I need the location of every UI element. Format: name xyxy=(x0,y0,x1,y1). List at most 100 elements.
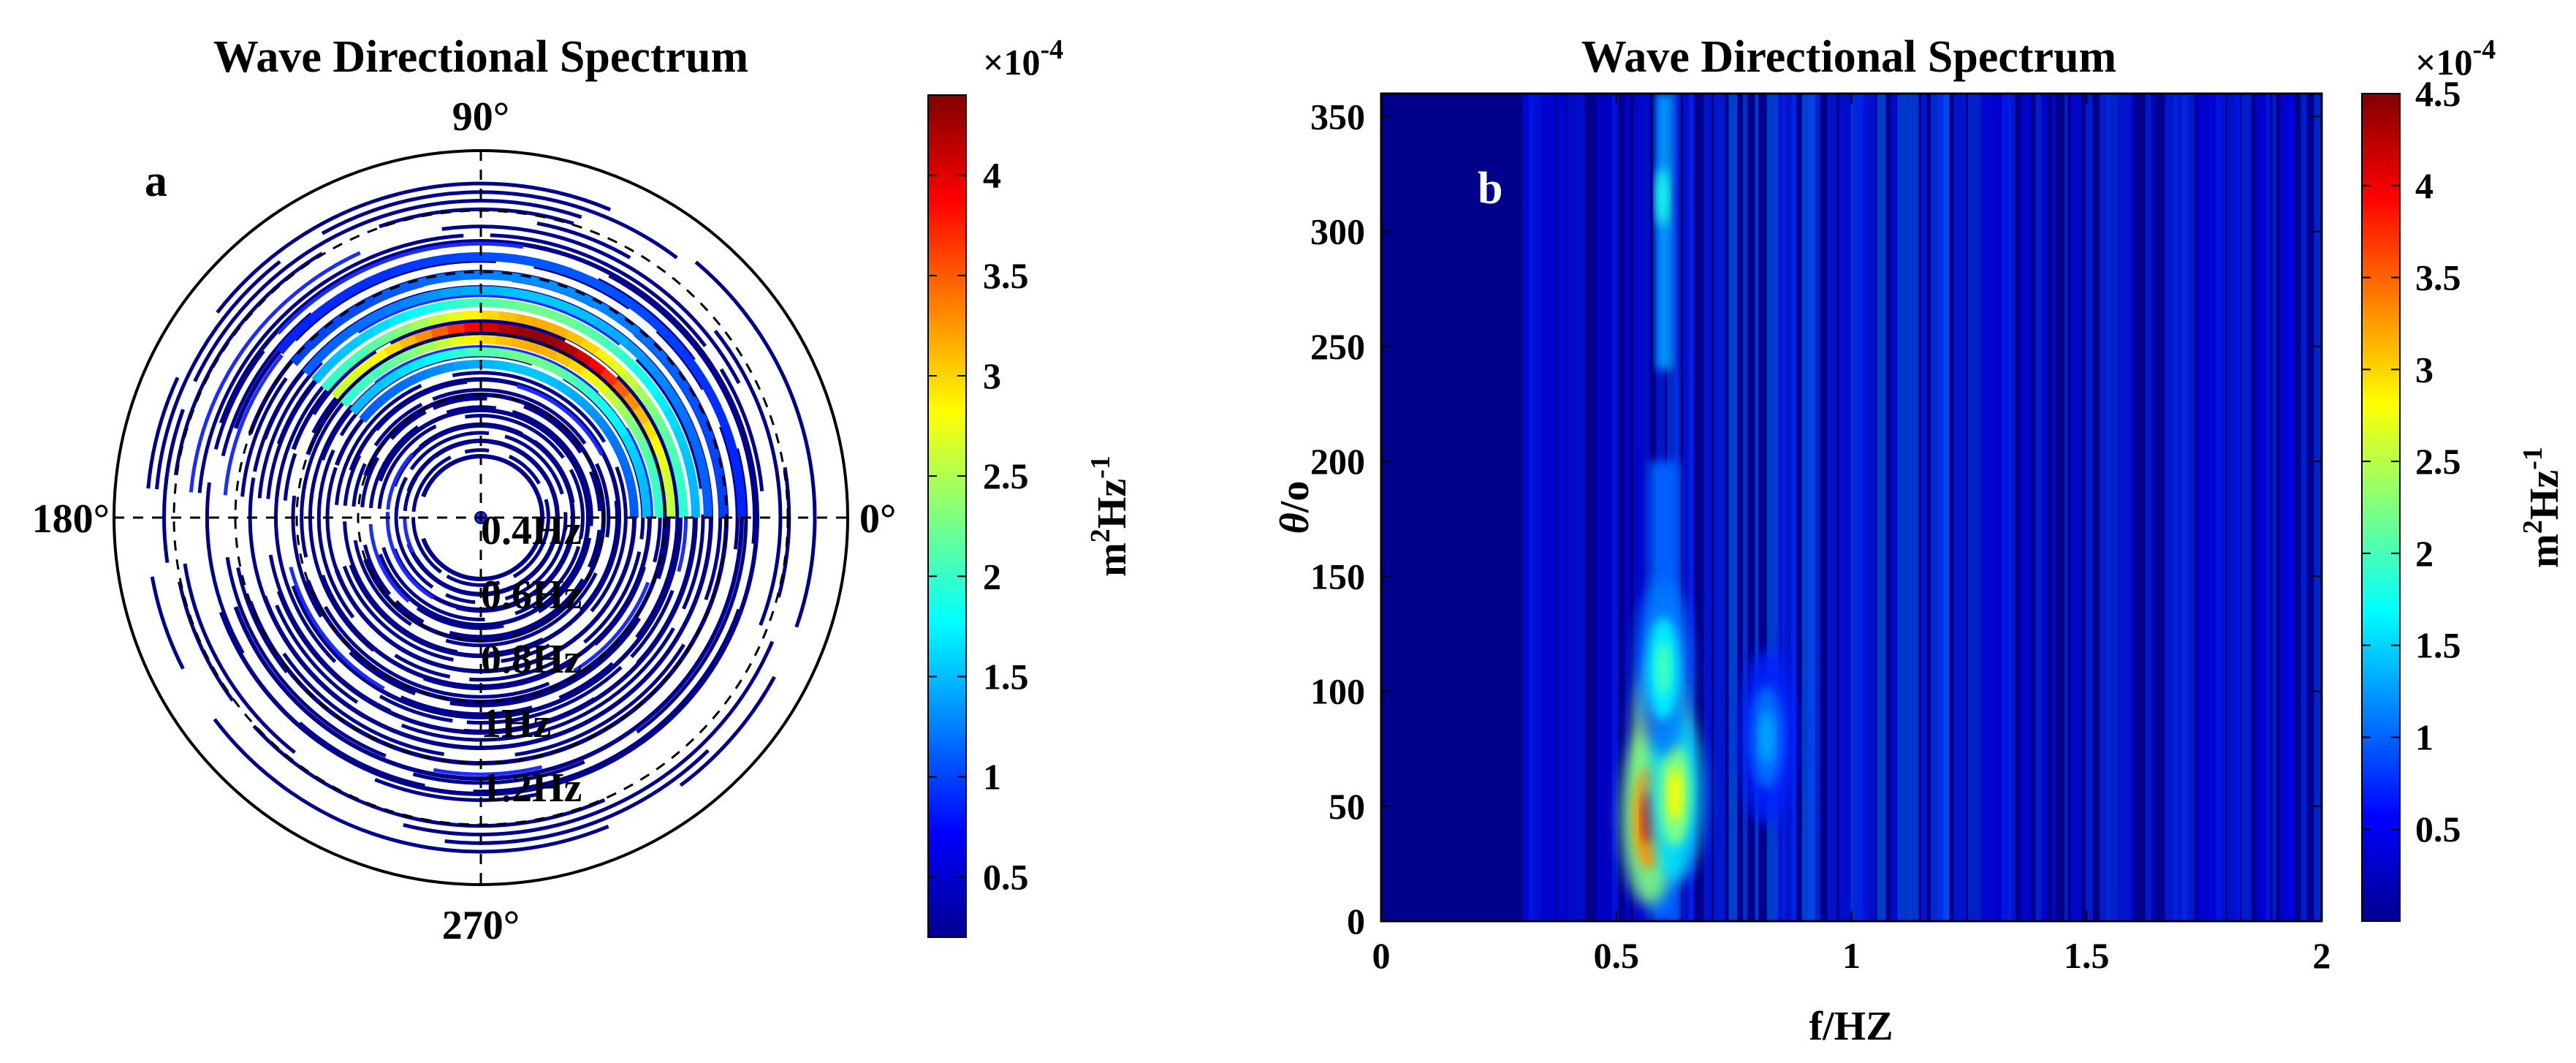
spectrum-energy-arc xyxy=(715,472,727,497)
spectrum-arc xyxy=(349,651,416,696)
spectrum-energy-arc xyxy=(689,363,711,390)
heatmap-stripe xyxy=(1856,94,1867,921)
spectrum-arc xyxy=(183,563,296,754)
spectrum-arc xyxy=(776,466,791,598)
spectrum-arc xyxy=(446,405,497,415)
spectrum-arc xyxy=(379,207,574,229)
spectrum-energy-arc xyxy=(712,403,731,430)
heatmap-stripe xyxy=(2255,94,2268,921)
spectrum-energy-arc xyxy=(666,445,681,466)
heatmap-y-ticks: 0 50 100 150 200 250 300 350 xyxy=(1310,96,2322,942)
spectrum-arc xyxy=(193,199,582,382)
colorbar-a-tick-label: 2.5 xyxy=(983,455,1029,496)
spectrum-arc xyxy=(452,371,607,443)
heatmap-stripe xyxy=(2064,94,2068,921)
colorbar-a-label: m2Hz-1 xyxy=(1085,455,1135,577)
heatmap-panel: Wave Directional Spectrum b 0 0.5 1 1.5 2 0 5… xyxy=(1272,32,2567,1049)
colorbar-b-tick-label: 1.5 xyxy=(2415,625,2461,666)
heatmap-column xyxy=(1655,167,1669,227)
spectrum-energy-arc xyxy=(683,458,697,481)
spectrum-arc xyxy=(298,722,425,788)
spectrum-energy-arc xyxy=(615,348,637,369)
spectrum-energy-arc xyxy=(575,396,593,412)
radial-label: 1.2Hz xyxy=(481,765,582,811)
heatmap-stripe xyxy=(1625,94,1630,921)
heatmap-stripe xyxy=(1897,94,1912,921)
spectrum-arc xyxy=(321,190,678,260)
spectrum-energy-arc xyxy=(655,449,669,470)
spectrum-energy-arc xyxy=(690,496,700,518)
spectrum-energy-arc xyxy=(389,380,407,396)
colorbar-b-tick-label: 2.5 xyxy=(2415,441,2461,482)
spectrum-arc xyxy=(150,576,185,670)
spectrum-energy-arc xyxy=(644,312,669,336)
heatmap-stripe xyxy=(1529,94,1541,921)
spectrum-arc xyxy=(635,358,703,489)
spectrum-energy-arc xyxy=(551,311,574,327)
spectrum-energy-arc xyxy=(311,362,333,384)
spectrum-arc xyxy=(205,482,245,654)
spectrum-energy-arc xyxy=(460,310,482,321)
heatmap-stripe xyxy=(1755,94,1759,921)
spectrum-energy-arc xyxy=(407,358,426,372)
heatmap-stripe xyxy=(2196,94,2211,921)
spectrum-energy-arc xyxy=(408,317,430,333)
spectrum-energy-arc xyxy=(531,368,548,383)
spectrum-arc xyxy=(373,402,423,447)
spectrum-arc xyxy=(694,260,817,628)
grid-radial-circle xyxy=(357,393,605,642)
spectrum-energy-arc xyxy=(641,501,651,518)
spectrum-energy-arc xyxy=(593,347,615,366)
colorbar-b-tick-label: 3 xyxy=(2415,349,2433,390)
spectrum-energy-arc xyxy=(563,329,585,347)
heatmap-stripe xyxy=(2145,94,2151,921)
spectrum-energy-arc xyxy=(647,469,661,488)
spectrum-arc xyxy=(273,477,337,663)
spectrum-energy-arc xyxy=(521,352,539,366)
spectrum-energy-arc xyxy=(324,349,346,371)
spectrum-energy-arc xyxy=(499,271,524,284)
spectrum-energy-arc xyxy=(438,362,455,374)
spectrum-arc xyxy=(433,765,542,776)
angle-label-90: 90° xyxy=(452,94,509,140)
heatmap-area xyxy=(1381,94,2322,921)
spectrum-energy-arc xyxy=(515,301,538,314)
spectrum-energy-arc xyxy=(340,388,358,407)
heatmap-hotspot-core xyxy=(1759,711,1774,764)
heatmap-stripe xyxy=(1877,94,1886,921)
spectrum-energy-arc xyxy=(428,325,449,338)
spectrum-energy-arc xyxy=(330,379,350,400)
spectrum-energy-arc xyxy=(435,349,453,363)
heatmap-stripe xyxy=(2021,94,2032,921)
heatmap-x-tick-label: 1.5 xyxy=(2064,935,2110,976)
spectrum-arc xyxy=(317,449,335,504)
spectrum-energy-arc xyxy=(359,406,376,423)
spectrum-arc xyxy=(519,487,559,585)
spectrum-arc xyxy=(508,454,541,485)
spectrum-energy-arc xyxy=(733,469,745,496)
spectrum-arc xyxy=(432,387,587,445)
heatmap-title: Wave Directional Spectrum xyxy=(1581,32,2116,82)
spectrum-arc xyxy=(189,251,361,493)
heatmap-y-tick-label: 250 xyxy=(1310,326,1365,367)
spectrum-arc xyxy=(719,368,764,492)
spectrum-arc xyxy=(381,547,485,621)
spectrum-energy-arc xyxy=(594,415,610,432)
spectrum-energy-arc xyxy=(422,301,444,315)
spectrum-arc xyxy=(589,471,602,512)
spectrum-arc xyxy=(630,589,675,659)
spectrum-energy-arc xyxy=(457,271,482,281)
spectrum-energy-arc xyxy=(627,488,639,505)
heatmap-stripe xyxy=(2035,94,2042,921)
spectrum-arc xyxy=(178,581,235,702)
heatmap-stripe xyxy=(1911,94,1919,921)
spectrum-arc xyxy=(316,499,355,618)
heatmap-stripe xyxy=(1864,94,1876,921)
spectrum-arc xyxy=(569,469,585,540)
heatmap-stripe xyxy=(1538,94,1551,921)
heatmap-stripe xyxy=(1549,94,1556,921)
spectrum-energy-arc xyxy=(666,499,676,518)
spectrum-arc xyxy=(445,593,476,605)
spectrum-arc xyxy=(446,574,501,587)
